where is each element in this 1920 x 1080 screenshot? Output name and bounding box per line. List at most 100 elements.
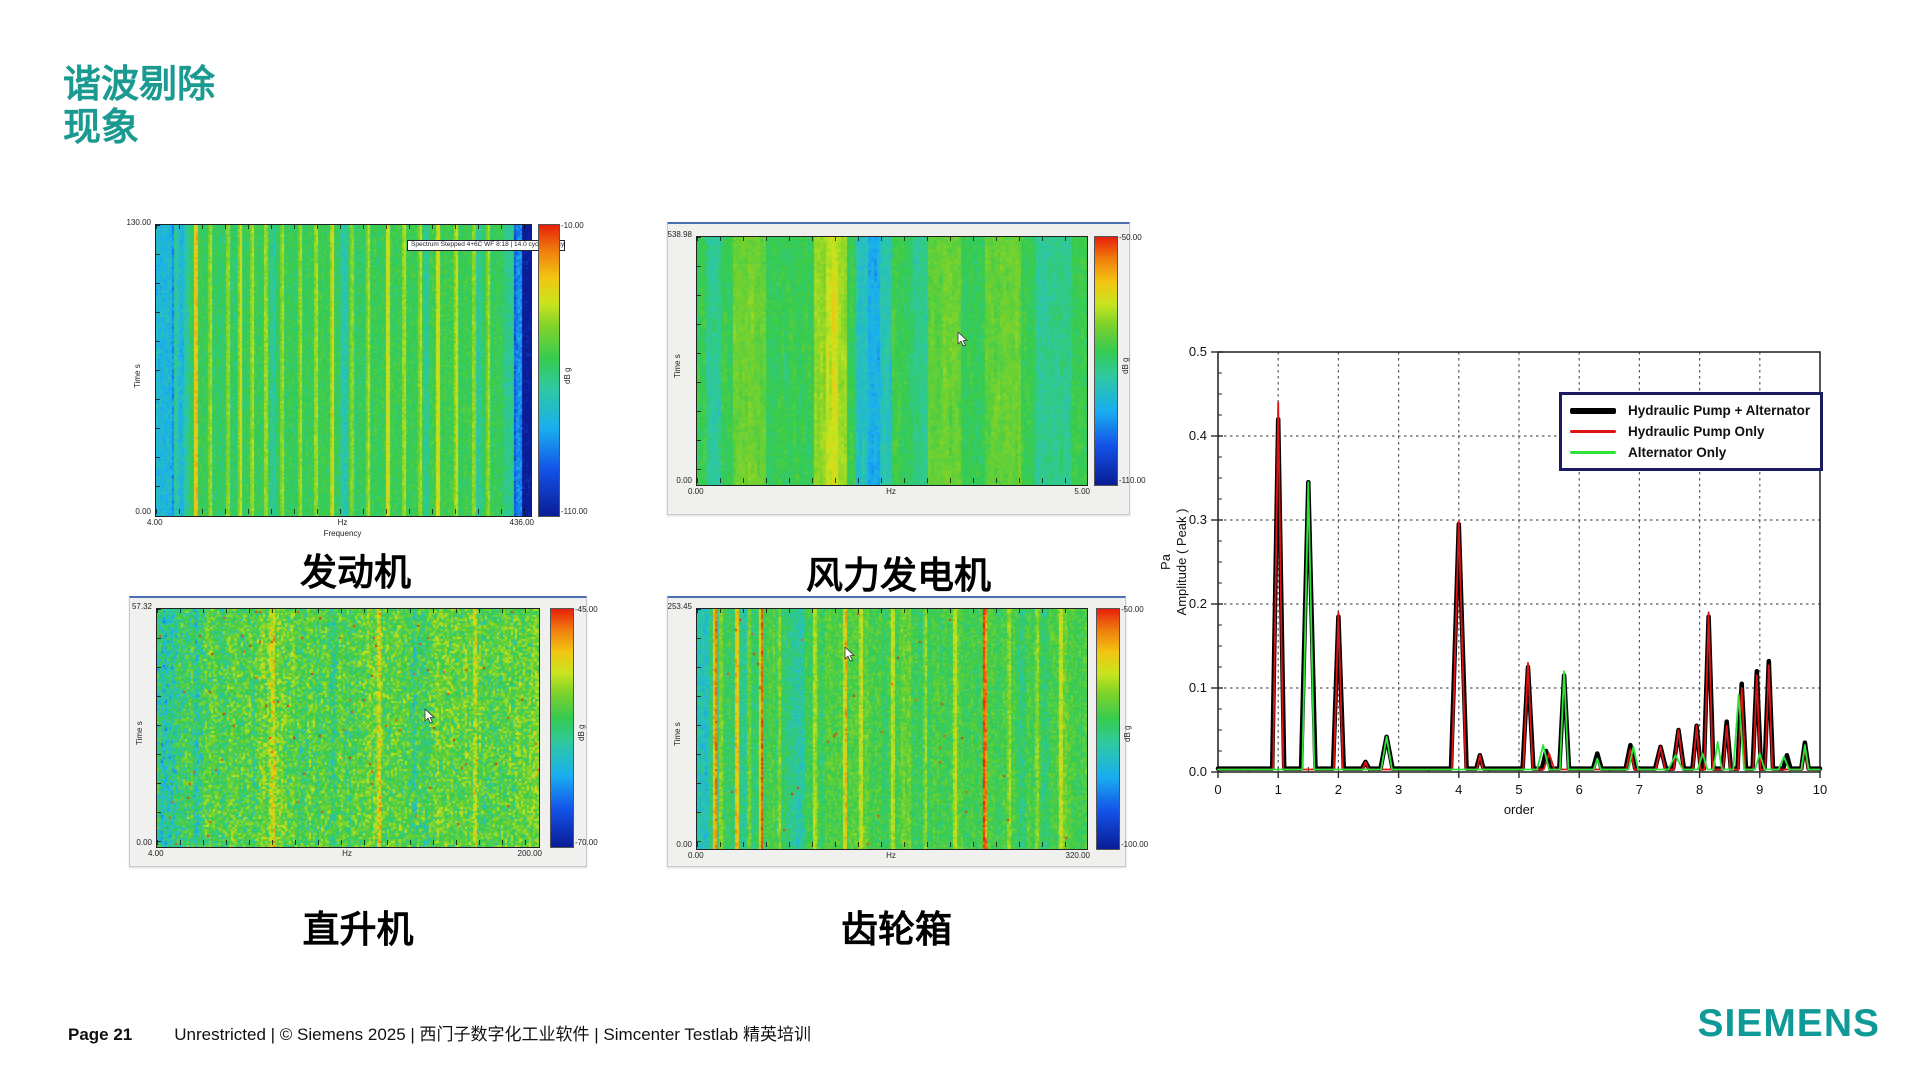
spectrogram-plot-area: Spectrum Stepped 4+6C WF 8:18 | 14.0 cyc… [155,224,565,517]
spectrogram-plot-area [156,608,540,848]
svg-text:6: 6 [1576,782,1583,797]
mouse-cursor-icon [424,709,435,724]
svg-text:0.3: 0.3 [1189,512,1207,527]
svg-text:Pa: Pa [1158,553,1173,570]
colorbar-max-value: -50.00 [1119,233,1142,242]
svg-text:7: 7 [1636,782,1643,797]
svg-text:4: 4 [1455,782,1462,797]
svg-text:9: 9 [1756,782,1763,797]
colorbar-min-value: -70.00 [575,838,598,847]
colorbar-unit: dB g [1121,357,1130,374]
y-axis-title: Time s [135,721,144,745]
colorbar-max-value: -10.00 [561,221,584,230]
x-axis-unit: Hz [342,849,352,858]
order-chart-canvas: 0.0 0.1 0.2 0.3 0.4 0.5 0 1 2 3 4 5 6 7 8 9 10 order Pa Amp… [1158,344,1827,817]
spectrogram-plot-area [696,608,1088,850]
colorbar-max-value: -45.00 [575,605,598,614]
panel-caption: 齿轮箱 [841,909,952,950]
spectrogram-panel-engine: 130.00 0.00 Time s Spectrum Stepped 4+6C… [127,182,588,596]
panel-box: 130.00 0.00 Time s Spectrum Stepped 4+6C… [127,182,588,538]
y-axis-max-value: 538.98 [667,230,692,239]
colorbar [550,608,574,848]
x-axis-min-value: 0.00 [688,487,704,496]
mouse-cursor-icon [957,332,968,347]
footer: Page 21 Unrestricted | © Siemens 2025 | … [68,1020,811,1045]
colorbar [1096,608,1120,850]
page-title: 谐波剔除 现象 [63,64,215,149]
colorbar-unit: dB g [577,724,586,741]
spectrogram-plot-area [696,236,1088,486]
legend-line-sample [1570,407,1616,414]
page-title-line1: 谐波剔除 [63,64,216,106]
x-axis-unit: Hz [886,487,896,496]
y-axis-title: Time s [133,363,142,388]
panel-caption: 直升机 [302,909,414,950]
panel-box: 57.32 0.00 Time s 4.00 Hz 200.00 -45.00 … [129,596,598,867]
legend-entry-0: Hydraulic Pump + Alternator [1570,400,1810,421]
x-axis-max-value: 436.00 [509,518,534,527]
legend-entry-2: Alternator Only [1570,442,1810,463]
y-axis-title: Time s [673,722,682,746]
panel-caption: 风力发电机 [806,555,991,596]
legend-entry-1: Hydraulic Pump Only [1570,421,1810,442]
y-axis-min-value: 0.00 [676,476,692,485]
spectrogram-panel-heli: 57.32 0.00 Time s 4.00 Hz 200.00 -45.00 … [129,596,598,953]
svg-text:10: 10 [1813,782,1827,797]
y-axis-min-value: 0.00 [135,507,151,516]
panel-box: 538.98 0.00 Time s 0.00 Hz 5.00 -50.00 -… [667,222,1146,515]
svg-text:0: 0 [1214,782,1221,797]
svg-text:1: 1 [1275,782,1282,797]
colorbar-min-value: -110.00 [561,507,588,516]
svg-text:0.2: 0.2 [1189,596,1207,611]
x-axis-min-value: 4.00 [147,518,163,527]
panel-caption: 发动机 [300,552,411,593]
x-axis-min-value: 0.00 [688,851,704,860]
legend-label: Alternator Only [1628,445,1727,460]
page-number: Page 21 [68,1025,133,1044]
svg-text:Amplitude ( Peak ): Amplitude ( Peak ) [1174,509,1189,616]
y-axis-min-value: 0.00 [676,840,692,849]
svg-text:order: order [1504,802,1535,817]
svg-text:0.4: 0.4 [1189,428,1207,443]
colorbar-min-value: -110.00 [1119,476,1146,485]
mouse-cursor-icon [844,647,855,662]
colorbar [1094,236,1118,486]
colorbar-max-value: -50.00 [1121,605,1144,614]
colorbar-min-value: -100.00 [1121,840,1149,849]
siemens-logo: SIEMENS [1697,1002,1880,1045]
legend-line-sample [1570,430,1616,433]
page-title-line2: 现象 [63,106,140,149]
chart-legend: Hydraulic Pump + Alternator Hydraulic Pum… [1559,392,1824,471]
svg-text:5: 5 [1515,782,1522,797]
legend-line-sample [1570,451,1616,454]
svg-text:3: 3 [1395,782,1402,797]
svg-text:0.5: 0.5 [1189,344,1207,359]
spectrogram-canvas [155,224,532,517]
svg-text:0.0: 0.0 [1189,764,1207,779]
colorbar-unit: dB g [563,367,572,384]
x-axis-max-value: 320.00 [1065,851,1090,860]
y-axis-max-value: 253.45 [667,602,692,611]
colorbar [538,224,560,517]
panel-box: 253.45 0.00 Time s 0.00 Hz 320.00 -50.00… [667,596,1148,867]
legend-label: Hydraulic Pump Only [1628,424,1765,439]
spectrogram-canvas [156,608,540,848]
spectrogram-panel-gear: 253.45 0.00 Time s 0.00 Hz 320.00 -50.00… [667,596,1148,953]
y-axis-max-value: 57.32 [131,602,152,611]
x-axis-unit: Hz [337,518,348,527]
x-axis-max-value: 200.00 [517,849,542,858]
x-axis-unit: Hz [886,851,896,860]
curve-id-label: Spectrum Stepped 4+6C WF 8:18 | 14.0 cyc… [407,240,565,251]
order-spectrum-chart: 0.0 0.1 0.2 0.3 0.4 0.5 0 1 2 3 4 5 6 7 8 9 10 order Pa Amp… [1140,270,1900,830]
colorbar-unit: dB g [1123,725,1132,742]
x-axis-max-value: 5.00 [1074,487,1090,496]
spectrogram-canvas [696,236,1088,486]
spectrogram-panel-wind: 538.98 0.00 Time s 0.00 Hz 5.00 -50.00 -… [667,222,1146,599]
y-axis-max-value: 130.00 [126,218,151,227]
x-axis-min-value: 4.00 [148,849,164,858]
y-axis-title: Time s [673,354,682,378]
legend-label: Hydraulic Pump + Alternator [1628,403,1811,418]
svg-text:8: 8 [1696,782,1703,797]
x-axis-title: Frequency [323,529,362,538]
footer-text: Unrestricted | © Siemens 2025 | 西门子数字化工业… [174,1025,811,1044]
